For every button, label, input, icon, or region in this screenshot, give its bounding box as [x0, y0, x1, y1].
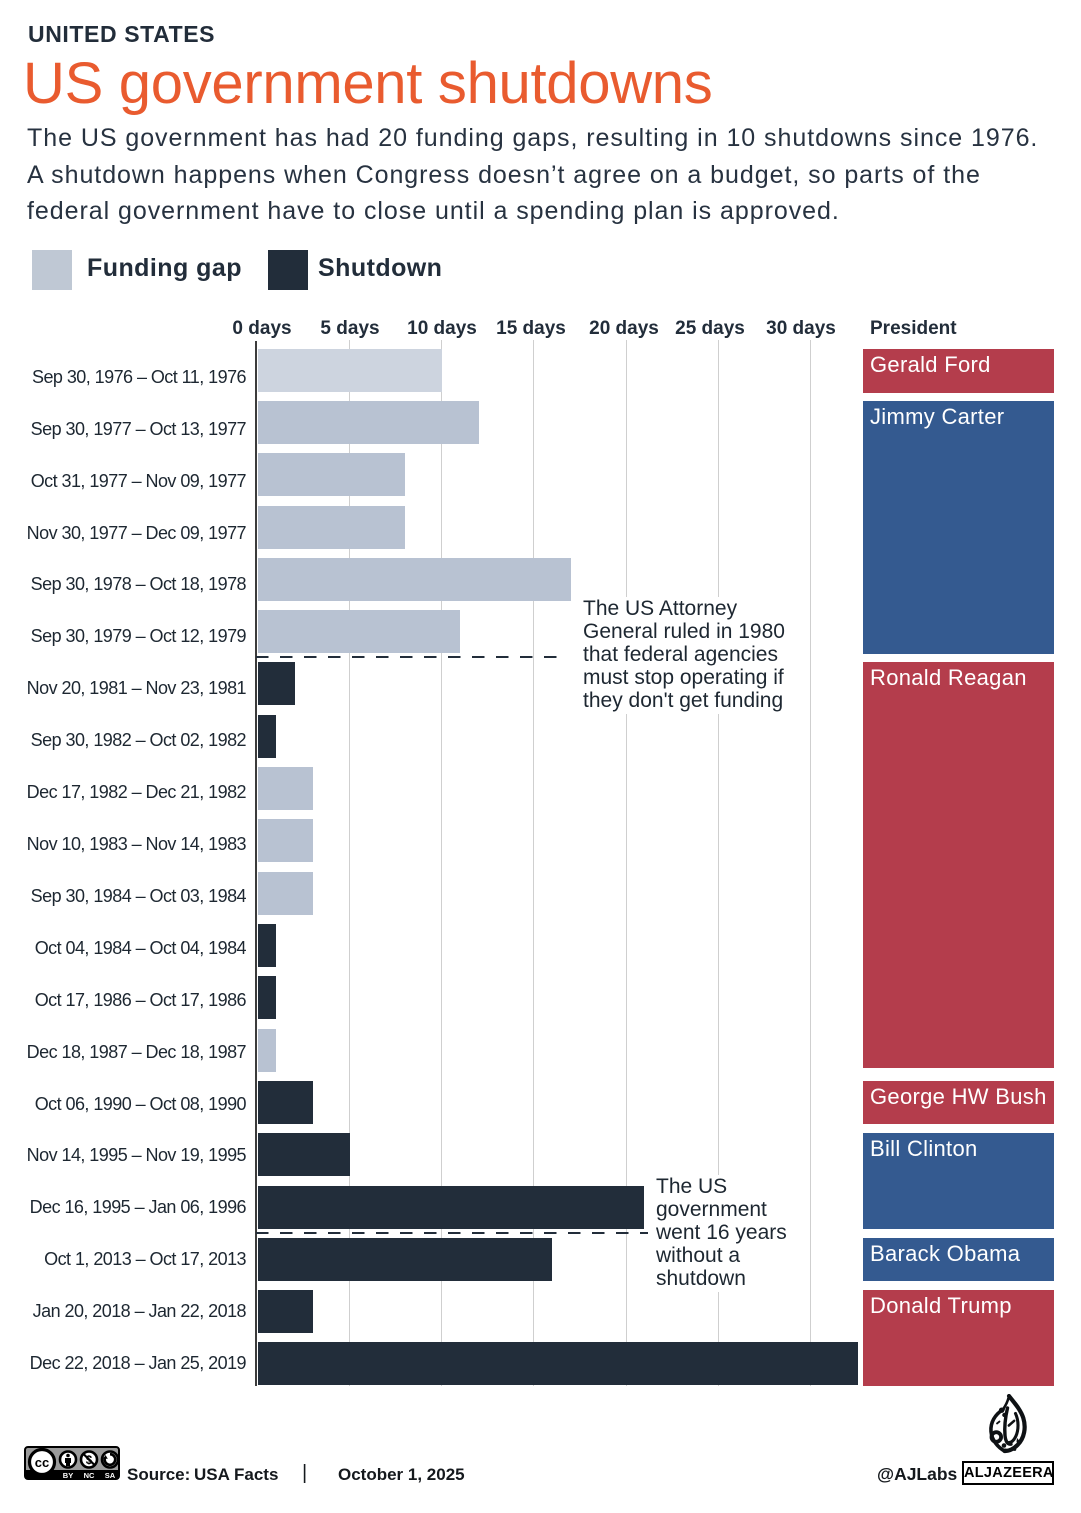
svg-text:cc: cc — [35, 1455, 49, 1470]
svg-text:SA: SA — [105, 1471, 116, 1480]
svg-text:BY: BY — [63, 1471, 73, 1480]
svg-text:NC: NC — [84, 1471, 95, 1480]
